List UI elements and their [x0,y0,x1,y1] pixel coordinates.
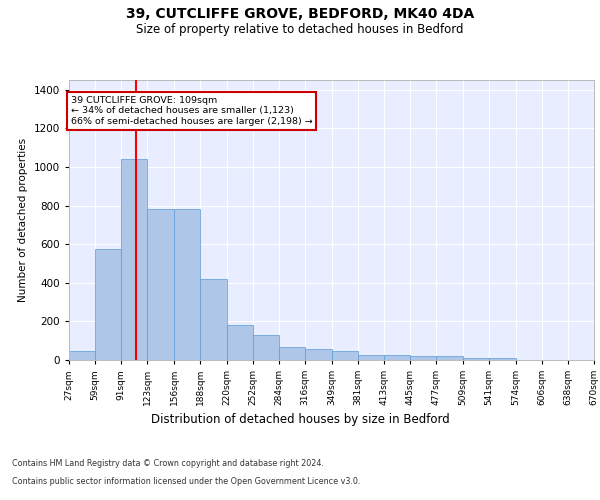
Bar [253,335,279,360]
Text: 39, CUTCLIFFE GROVE, BEDFORD, MK40 4DA: 39, CUTCLIFFE GROVE, BEDFORD, MK40 4DA [126,8,474,22]
Bar [410,356,436,360]
Y-axis label: Number of detached properties: Number of detached properties [18,138,28,302]
Bar [332,352,358,360]
Text: Contains HM Land Registry data © Crown copyright and database right 2024.: Contains HM Land Registry data © Crown c… [12,458,324,468]
Bar [175,210,200,360]
Text: 39 CUTCLIFFE GROVE: 109sqm
← 34% of detached houses are smaller (1,123)
66% of s: 39 CUTCLIFFE GROVE: 109sqm ← 34% of deta… [71,96,313,126]
Bar [305,350,332,360]
Bar [358,355,384,360]
Bar [69,352,95,360]
Bar [279,348,305,360]
Bar [488,358,515,360]
Bar [121,159,148,360]
Bar [384,355,410,360]
Text: Distribution of detached houses by size in Bedford: Distribution of detached houses by size … [151,412,449,426]
Bar [436,356,463,360]
Bar [227,325,253,360]
Bar [463,358,488,360]
Bar [200,279,227,360]
Text: Size of property relative to detached houses in Bedford: Size of property relative to detached ho… [136,22,464,36]
Bar [95,249,121,360]
Bar [148,210,175,360]
Text: Contains public sector information licensed under the Open Government Licence v3: Contains public sector information licen… [12,477,361,486]
